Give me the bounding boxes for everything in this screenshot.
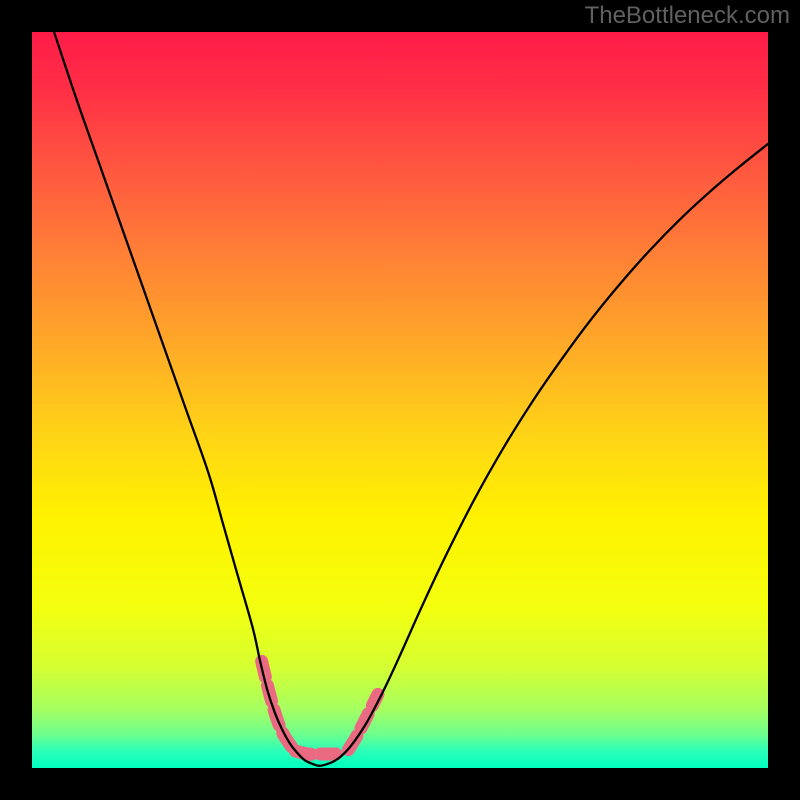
plot-svg <box>32 32 768 768</box>
chart-stage: TheBottleneck.com <box>0 0 800 800</box>
watermark-text: TheBottleneck.com <box>585 2 790 30</box>
plot-area <box>32 32 768 768</box>
plot-frame <box>32 32 768 768</box>
overlay-segment-1 <box>295 751 344 754</box>
